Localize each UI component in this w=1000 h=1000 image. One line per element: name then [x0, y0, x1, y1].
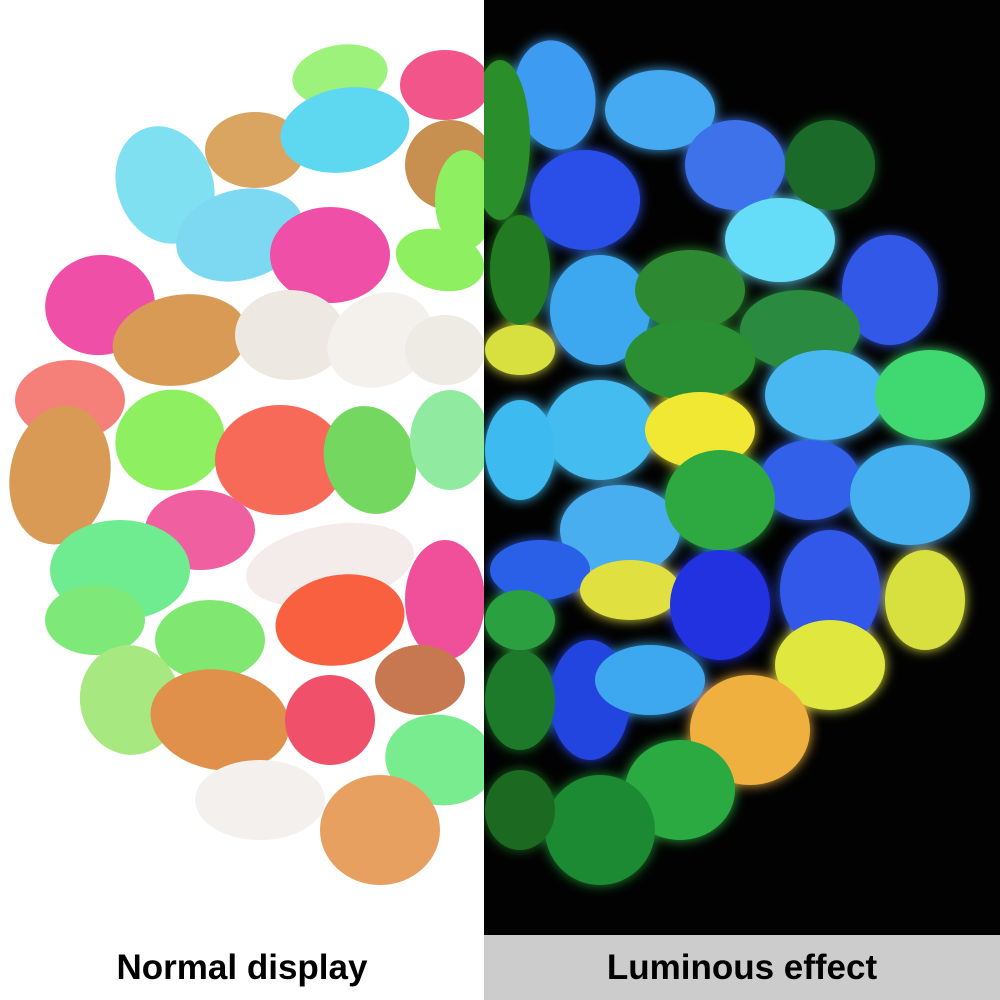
pebble	[485, 590, 555, 650]
pebble	[665, 450, 775, 550]
pebble	[670, 550, 770, 660]
pebble	[385, 714, 484, 806]
pebble	[842, 235, 938, 345]
pebble	[155, 600, 265, 680]
pebble	[725, 198, 835, 282]
luminous-effect-caption: Luminous effect	[484, 935, 1000, 1000]
pebble	[625, 320, 755, 400]
pebble	[485, 400, 555, 500]
pebble	[115, 389, 225, 491]
pebble	[580, 560, 680, 620]
pebble	[645, 392, 755, 468]
glowing-pebbles	[484, 40, 985, 885]
pebble	[545, 775, 655, 885]
pebble	[775, 620, 885, 710]
pebble	[235, 290, 345, 380]
pebble	[485, 650, 555, 750]
pebble	[740, 290, 860, 370]
pebble	[280, 87, 410, 173]
pebble	[112, 294, 248, 386]
pebble	[685, 120, 785, 210]
pebble	[530, 150, 640, 250]
pebble	[45, 585, 145, 655]
pebble	[850, 445, 970, 545]
pebble	[485, 325, 555, 375]
pebble	[514, 40, 596, 150]
pebble	[765, 350, 885, 440]
pebble	[285, 675, 375, 765]
pebble	[9, 405, 111, 545]
pebble	[320, 775, 440, 885]
pebble	[205, 112, 305, 188]
pebble	[405, 315, 484, 385]
pebble	[760, 440, 860, 520]
pebble	[595, 645, 705, 715]
pebble	[395, 228, 484, 292]
pebble	[400, 50, 484, 120]
pebble	[375, 645, 465, 715]
pebble	[435, 150, 484, 250]
pebble	[545, 380, 655, 480]
pebble	[323, 406, 417, 514]
pebble	[490, 540, 590, 600]
pebble	[275, 574, 405, 666]
pebble	[550, 255, 650, 365]
pebble	[635, 250, 745, 330]
pebble	[785, 120, 875, 210]
pebble	[485, 770, 555, 850]
pebble	[780, 530, 880, 650]
pebble	[195, 760, 325, 840]
normal-display-caption: Normal display	[0, 935, 484, 1000]
pebble	[484, 60, 530, 220]
pebble	[885, 550, 965, 650]
pebble	[875, 350, 985, 440]
pebble	[405, 540, 484, 660]
normal-pebbles	[9, 44, 484, 885]
pebble	[327, 292, 433, 388]
pebble	[490, 215, 550, 325]
pebble	[270, 207, 390, 303]
pebble	[150, 669, 290, 771]
pebble	[410, 390, 484, 490]
pebble	[215, 405, 345, 515]
pebbles-photo	[9, 0, 1000, 935]
pebble	[605, 70, 715, 150]
pebble	[560, 485, 680, 575]
